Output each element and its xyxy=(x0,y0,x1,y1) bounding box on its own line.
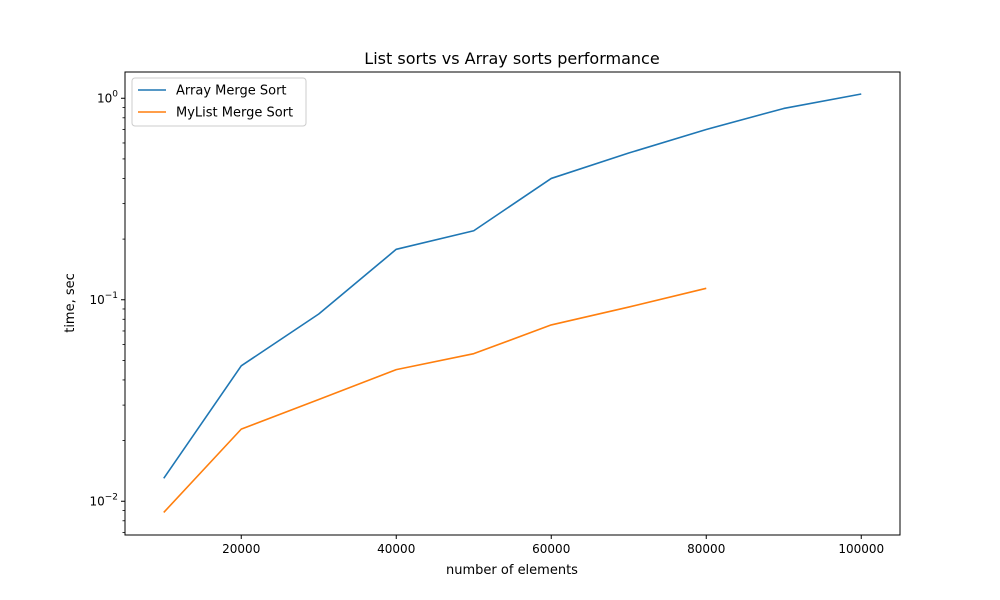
legend: Array Merge Sort MyList Merge Sort xyxy=(131,77,307,127)
y-tick-base: 10 xyxy=(89,494,104,508)
series-lines xyxy=(163,93,862,513)
y-tick-base: 10 xyxy=(97,91,112,105)
legend-entry: Array Merge Sort xyxy=(176,84,287,99)
y-tick-label: 10−1 xyxy=(89,291,118,307)
series-line-1 xyxy=(163,287,707,513)
y-tick-exponent: −1 xyxy=(105,291,118,301)
x-tick-label: 60000 xyxy=(532,542,570,556)
x-axis: 20000 40000 60000 80000 100000 xyxy=(222,535,884,556)
y-tick-exponent: −2 xyxy=(105,492,118,502)
y-tick-base: 10 xyxy=(89,293,104,307)
y-tick-exponent: 0 xyxy=(112,89,118,99)
x-tick-label: 20000 xyxy=(222,542,260,556)
x-axis-label: number of elements xyxy=(446,563,578,578)
x-tick-label: 100000 xyxy=(838,542,884,556)
series-line-0 xyxy=(163,93,862,479)
y-tick-label: 100 xyxy=(97,89,118,105)
x-tick-label: 80000 xyxy=(687,542,725,556)
x-tick-label: 40000 xyxy=(377,542,415,556)
legend-box xyxy=(131,77,307,127)
y-tick-label: 10−2 xyxy=(89,492,118,508)
plot-area xyxy=(124,71,901,536)
legend-entry: MyList Merge Sort xyxy=(176,106,293,121)
chart-title: List sorts vs Array sorts performance xyxy=(364,49,659,68)
y-axis-label: time, sec xyxy=(63,273,78,333)
